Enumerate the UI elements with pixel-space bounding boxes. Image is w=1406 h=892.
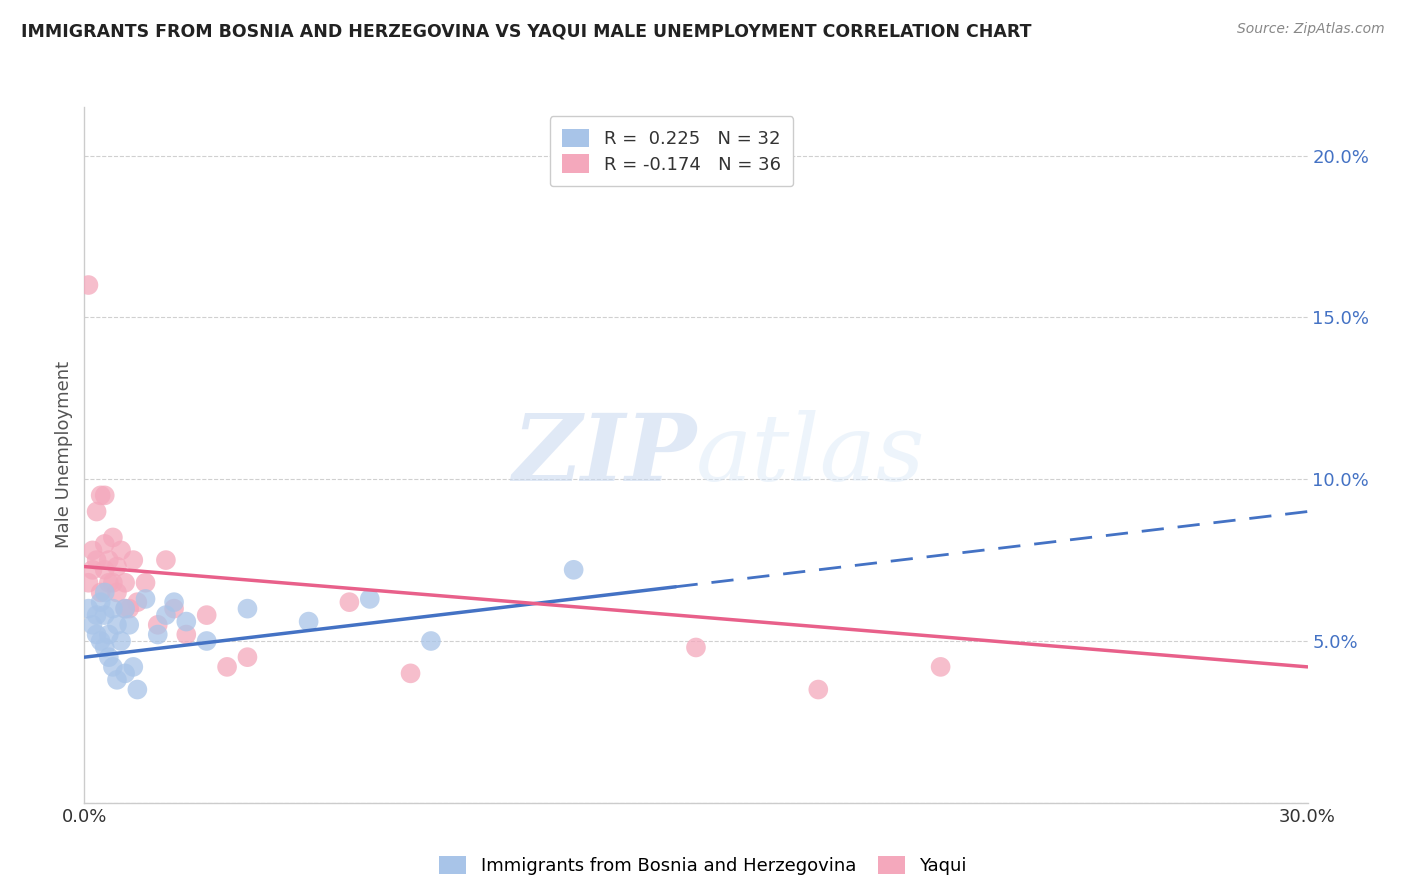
Point (174, 615, 197, 629)
Text: IMMIGRANTS FROM BOSNIA AND HERZEGOVINA VS YAQUI MALE UNEMPLOYMENT CORRELATION CH: IMMIGRANTS FROM BOSNIA AND HERZEGOVINA V… (21, 22, 1032, 40)
Point (86, 627, 108, 641)
Point (101, 531, 124, 545)
Point (93, 640, 115, 655)
Point (77, 575, 100, 590)
Point (146, 627, 169, 641)
Point (90, 585, 112, 599)
Point (101, 660, 124, 674)
Text: ZIP: ZIP (512, 410, 696, 500)
Point (82, 563, 104, 577)
Point (135, 575, 157, 590)
Point (195, 608, 218, 623)
Point (93, 537, 115, 551)
Point (146, 617, 169, 632)
Point (101, 601, 124, 615)
Point (77, 278, 100, 293)
Text: atlas: atlas (696, 410, 925, 500)
Point (93, 563, 115, 577)
Point (86, 608, 108, 623)
Y-axis label: Male Unemployment: Male Unemployment (55, 361, 73, 549)
Point (155, 608, 177, 623)
Point (110, 543, 132, 558)
Point (127, 595, 149, 609)
Point (114, 601, 136, 615)
Point (236, 650, 259, 665)
Point (105, 617, 128, 632)
Point (155, 553, 177, 567)
Point (562, 563, 585, 577)
Point (163, 601, 186, 615)
Point (399, 666, 422, 681)
Point (122, 553, 145, 567)
Point (90, 488, 112, 502)
Point (339, 595, 360, 609)
Point (118, 601, 141, 615)
Point (97, 553, 120, 567)
Point (93, 585, 115, 599)
Point (101, 575, 124, 590)
Point (420, 634, 443, 648)
Legend: R =  0.225   N = 32, R = -0.174   N = 36: R = 0.225 N = 32, R = -0.174 N = 36 (550, 116, 793, 186)
Point (685, 640, 707, 655)
Point (195, 634, 218, 648)
Point (77, 601, 100, 615)
Point (82, 617, 104, 632)
Point (807, 682, 830, 697)
Point (217, 660, 239, 674)
Point (359, 591, 381, 606)
Point (114, 575, 136, 590)
Point (118, 617, 141, 632)
Point (93, 608, 115, 623)
Point (929, 660, 952, 674)
Point (110, 634, 132, 648)
Point (82, 543, 104, 558)
Point (97, 650, 120, 665)
Point (93, 488, 115, 502)
Point (174, 627, 197, 641)
Point (97, 627, 120, 641)
Point (127, 682, 149, 697)
Point (163, 595, 186, 609)
Point (86, 504, 108, 518)
Point (135, 591, 157, 606)
Text: Source: ZipAtlas.com: Source: ZipAtlas.com (1237, 22, 1385, 37)
Point (114, 601, 136, 615)
Point (105, 585, 128, 599)
Point (105, 673, 128, 687)
Point (86, 553, 108, 567)
Point (298, 615, 321, 629)
Point (236, 601, 259, 615)
Point (122, 660, 145, 674)
Point (90, 595, 112, 609)
Point (114, 666, 136, 681)
Point (90, 634, 112, 648)
Legend: Immigrants from Bosnia and Herzegovina, Yaqui: Immigrants from Bosnia and Herzegovina, … (432, 848, 974, 882)
Point (97, 575, 120, 590)
Point (105, 559, 128, 574)
